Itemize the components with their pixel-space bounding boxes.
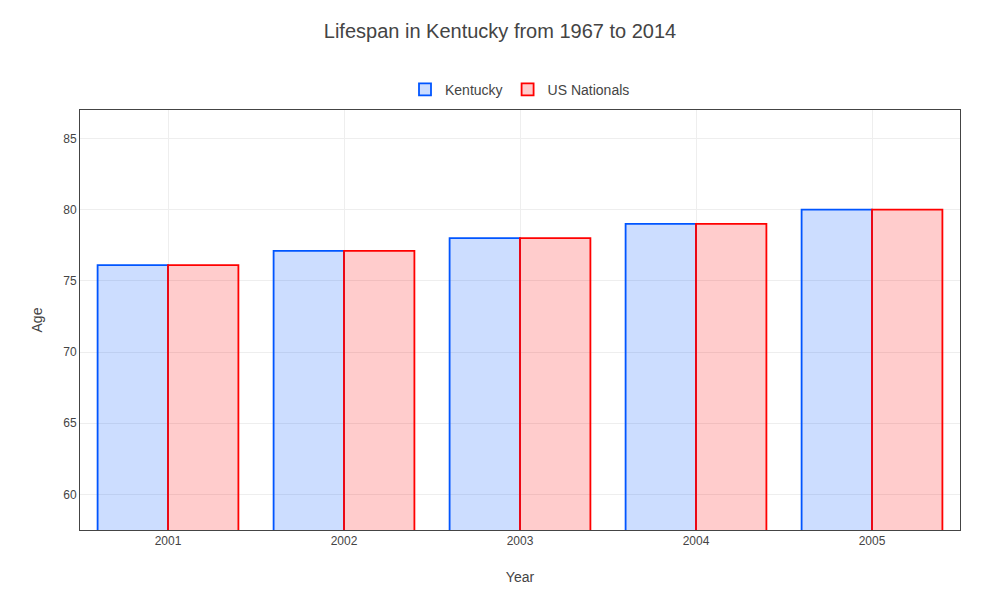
svg-text:2003: 2003 <box>507 534 534 548</box>
svg-text:2001: 2001 <box>155 534 182 548</box>
svg-text:2002: 2002 <box>331 534 358 548</box>
svg-text:US Nationals: US Nationals <box>548 82 630 98</box>
svg-text:80: 80 <box>63 203 77 217</box>
svg-text:2004: 2004 <box>683 534 710 548</box>
svg-text:Kentucky: Kentucky <box>445 82 503 98</box>
svg-text:Age: Age <box>29 307 45 332</box>
svg-text:70: 70 <box>63 345 77 359</box>
svg-text:85: 85 <box>63 132 77 146</box>
svg-text:Year: Year <box>506 569 535 585</box>
svg-text:60: 60 <box>63 488 77 502</box>
svg-text:Lifespan in Kentucky from 1967: Lifespan in Kentucky from 1967 to 2014 <box>324 20 676 42</box>
svg-text:65: 65 <box>63 416 77 430</box>
svg-text:75: 75 <box>63 274 77 288</box>
svg-text:2005: 2005 <box>859 534 886 548</box>
